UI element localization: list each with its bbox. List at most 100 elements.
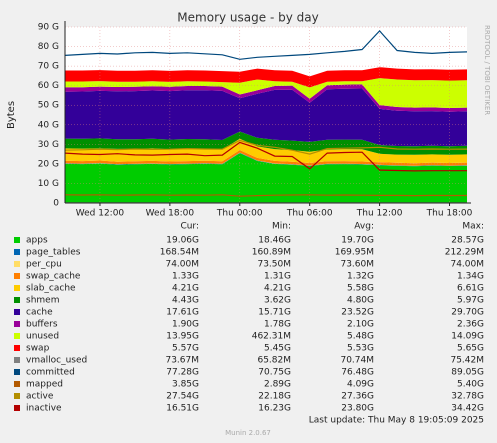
stat-value: 5.65G <box>457 344 484 354</box>
stat-value: 17.61G <box>166 308 199 318</box>
legend-swatch <box>14 393 20 399</box>
area <box>65 88 467 147</box>
stat-value: 16.23G <box>258 404 291 414</box>
line <box>64 30 468 60</box>
stat-value: 89.05G <box>451 368 484 378</box>
y-tick-label: 20 G <box>38 159 59 169</box>
legend-swatch <box>14 273 20 279</box>
stat-value: 212.29M <box>445 248 484 258</box>
x-tick-label: Thu 12:00 <box>356 209 403 219</box>
area <box>65 150 467 166</box>
legend-label: active <box>26 392 54 402</box>
stat-value: 27.54G <box>166 392 199 402</box>
stat-value: 4.21G <box>264 284 291 294</box>
stat-value: 1.34G <box>457 272 484 282</box>
stat-value: 4.09G <box>347 380 374 390</box>
legend-label: mapped <box>26 380 63 390</box>
stat-value: 1.33G <box>172 272 199 282</box>
stat-value: 74.00M <box>450 260 484 270</box>
area <box>65 67 467 88</box>
legend-label: vmalloc_used <box>26 356 87 366</box>
legend-swatch <box>14 405 20 411</box>
stat-value: 462.31M <box>252 332 291 342</box>
column-header: Max: <box>462 222 484 232</box>
legend-swatch <box>14 297 20 303</box>
stat-value: 5.45G <box>264 344 291 354</box>
stat-value: 4.21G <box>172 284 199 294</box>
legend-label: buffers <box>26 320 58 330</box>
legend-label: per_cpu <box>26 260 62 270</box>
area <box>65 84 467 112</box>
legend-swatch <box>14 309 20 315</box>
stat-value: 6.61G <box>457 284 484 294</box>
stat-value: 18.46G <box>258 236 291 246</box>
legend-label: page_tables <box>26 248 81 258</box>
stat-value: 3.85G <box>172 380 199 390</box>
x-tick-label: Wed 12:00 <box>76 209 125 219</box>
y-tick-label: 90 G <box>38 23 59 33</box>
legend-label: shmem <box>26 296 59 306</box>
stat-value: 5.58G <box>347 284 374 294</box>
y-tick-label: 70 G <box>38 62 59 72</box>
legend-swatch <box>14 333 20 339</box>
stat-value: 1.90G <box>172 320 199 330</box>
y-tick-label: 40 G <box>38 120 59 130</box>
last-update: Last update: Thu May 8 19:05:09 2025 <box>309 416 484 426</box>
stat-value: 77.28G <box>166 368 199 378</box>
legend-swatch <box>14 249 20 255</box>
y-tick-label: 80 G <box>38 42 59 52</box>
stat-value: 28.57G <box>451 236 484 246</box>
legend-swatch <box>14 237 20 243</box>
stat-value: 22.18G <box>258 392 291 402</box>
column-header: Cur: <box>180 222 199 232</box>
line <box>64 141 467 172</box>
y-tick-label: 10 G <box>38 179 59 189</box>
area <box>65 78 467 108</box>
stat-value: 5.53G <box>347 344 374 354</box>
stat-value: 160.89M <box>252 248 291 258</box>
legend-label: unused <box>26 332 59 342</box>
stat-value: 15.71G <box>258 308 291 318</box>
stat-value: 75.42M <box>450 356 484 366</box>
x-tick-label: Wed 18:00 <box>146 209 195 219</box>
stat-value: 4.80G <box>347 296 374 306</box>
stat-value: 73.50M <box>257 260 291 270</box>
stat-value: 70.74M <box>340 356 374 366</box>
stat-value: 19.06G <box>166 236 199 246</box>
stat-value: 5.57G <box>172 344 199 354</box>
area <box>65 153 467 203</box>
stat-value: 74.00M <box>165 260 199 270</box>
legend-label: cache <box>26 308 53 318</box>
legend-label: swap_cache <box>26 272 81 282</box>
stat-value: 32.78G <box>451 392 484 402</box>
watermark: RRDTOOL / TOBI OETIKER <box>483 25 491 115</box>
stat-value: 5.97G <box>457 296 484 306</box>
stat-value: 3.62G <box>264 296 291 306</box>
legend-label: apps <box>26 236 48 246</box>
stat-value: 1.78G <box>264 320 291 330</box>
y-tick-label: 60 G <box>38 81 59 91</box>
legend-swatch <box>14 285 20 291</box>
column-header: Min: <box>272 222 291 232</box>
stat-value: 13.95G <box>166 332 199 342</box>
stat-value: 4.43G <box>172 296 199 306</box>
stat-value: 168.54M <box>160 248 199 258</box>
y-tick-label: 30 G <box>38 140 59 150</box>
legend-swatch <box>14 321 20 327</box>
stat-value: 14.09G <box>451 332 484 342</box>
stat-value: 23.52G <box>341 308 374 318</box>
legend-label: committed <box>26 368 75 378</box>
stat-value: 1.32G <box>347 272 374 282</box>
stat-value: 2.36G <box>457 320 484 330</box>
legend-label: inactive <box>26 404 62 414</box>
footer: Munin 2.0.67 <box>225 429 271 437</box>
legend-swatch <box>14 261 20 267</box>
x-tick-label: Thu 18:00 <box>426 209 473 219</box>
x-tick-label: Thu 06:00 <box>286 209 333 219</box>
stat-value: 1.31G <box>264 272 291 282</box>
legend-swatch <box>14 381 20 387</box>
legend-swatch <box>14 357 20 363</box>
stat-value: 23.80G <box>341 404 374 414</box>
line <box>64 139 468 155</box>
stat-value: 169.95M <box>335 248 374 258</box>
